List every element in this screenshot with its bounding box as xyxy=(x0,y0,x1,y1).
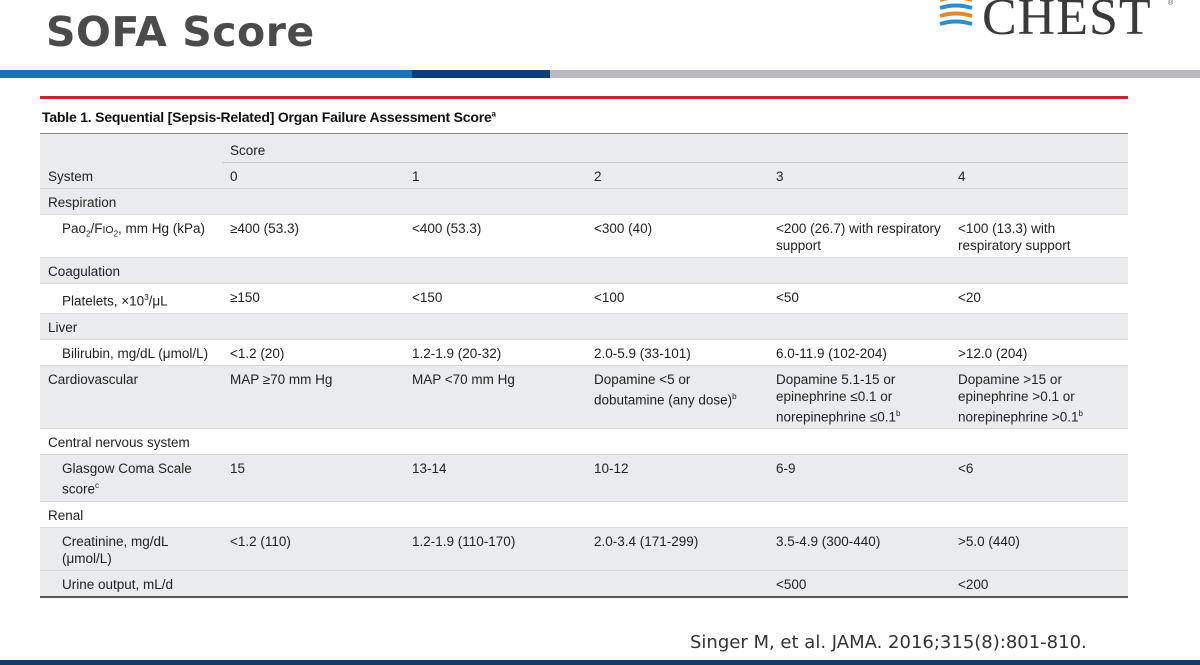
caption-rule xyxy=(40,133,1128,134)
table-top-rule xyxy=(40,96,1128,99)
param-gcs: Glasgow Coma Scale scorec xyxy=(40,455,222,502)
param-creatinine: Creatinine, mg/dL (μmol/L) xyxy=(40,527,222,571)
table-caption-text: Table 1. Sequential [Sepsis-Related] Org… xyxy=(42,109,492,125)
header-band-dark xyxy=(412,70,550,78)
coagulation-score-4: <20 xyxy=(950,284,1128,314)
chest-logo-text: CHEST xyxy=(982,0,1152,46)
header-score-1: 1 xyxy=(404,163,586,189)
citation: Singer M, et al. JAMA. 2016;315(8):801-8… xyxy=(690,632,1087,653)
liver-score-3: 6.0-11.9 (102-204) xyxy=(768,340,950,366)
cns-score-0: 15 xyxy=(222,455,404,502)
coagulation-score-2: <100 xyxy=(586,284,768,314)
header-score-0: 0 xyxy=(222,163,404,189)
cardiovascular-score-1: MAP <70 mm Hg xyxy=(404,365,586,429)
header-band-blue xyxy=(0,70,412,78)
cns-score-3: 6-9 xyxy=(768,455,950,502)
creatinine-score-4: >5.0 (440) xyxy=(950,527,1128,571)
cardiovascular-score-4: Dopamine >15 or epinephrine >0.1 or nore… xyxy=(950,365,1128,429)
cardiovascular-score-2: Dopamine <5 or dobutamine (any dose)b xyxy=(586,365,768,429)
respiration-score-2: <300 (40) xyxy=(586,215,768,258)
creatinine-score-3: 3.5-4.9 (300-440) xyxy=(768,527,950,571)
coagulation-score-3: <50 xyxy=(768,284,950,314)
table-grid: Score System 0 1 2 3 4 Respiration Pao2/… xyxy=(40,134,1128,598)
liver-score-0: <1.2 (20) xyxy=(222,340,404,366)
table-caption-footnote: a xyxy=(491,109,496,119)
footer-bar xyxy=(0,660,1200,665)
header-score-4: 4 xyxy=(950,163,1128,189)
urine-score-1 xyxy=(404,570,586,598)
cardiovascular-score-3: Dopamine 5.1-15 or epinephrine ≤0.1 or n… xyxy=(768,365,950,429)
section-cardiovascular: Cardiovascular xyxy=(40,365,222,429)
creatinine-score-0: <1.2 (110) xyxy=(222,527,404,571)
param-pao2-fio2: Pao2/FIO2, mm Hg (kPa) xyxy=(40,215,222,258)
cns-score-4: <6 xyxy=(950,455,1128,502)
param-platelets: Platelets, ×103/μL xyxy=(40,284,222,314)
section-respiration: Respiration xyxy=(40,189,1128,215)
coagulation-score-1: <150 xyxy=(404,284,586,314)
section-coagulation: Coagulation xyxy=(40,258,1128,284)
coagulation-score-0: ≥150 xyxy=(222,284,404,314)
section-liver: Liver xyxy=(40,313,1128,340)
creatinine-score-1: 1.2-1.9 (110-170) xyxy=(404,527,586,571)
liver-score-1: 1.2-1.9 (20-32) xyxy=(404,340,586,366)
creatinine-score-2: 2.0-3.4 (171-299) xyxy=(586,527,768,571)
header-score-label: Score xyxy=(222,134,1128,163)
param-urine-output: Urine output, mL/d xyxy=(40,570,222,598)
table-caption: Table 1. Sequential [Sepsis-Related] Org… xyxy=(40,99,1128,133)
cardiovascular-score-0: MAP ≥70 mm Hg xyxy=(222,365,404,429)
section-renal: Renal xyxy=(40,502,1128,528)
header-blank-cell xyxy=(40,134,222,163)
param-bilirubin: Bilirubin, mg/dL (μmol/L) xyxy=(40,340,222,366)
header-score-2: 2 xyxy=(586,163,768,189)
sofa-table: Table 1. Sequential [Sepsis-Related] Org… xyxy=(40,96,1128,598)
urine-score-4: <200 xyxy=(950,570,1128,598)
header-system: System xyxy=(40,163,222,189)
chest-logo: CHEST ® xyxy=(932,0,1174,46)
slide-title: SOFA Score xyxy=(46,8,315,56)
section-cns: Central nervous system xyxy=(40,429,1128,455)
liver-score-4: >12.0 (204) xyxy=(950,340,1128,366)
header-band-grey xyxy=(550,70,1200,78)
respiration-score-4: <100 (13.3) with respiratory support xyxy=(950,215,1128,258)
respiration-score-3: <200 (26.7) with respiratory support xyxy=(768,215,950,258)
respiration-score-1: <400 (53.3) xyxy=(404,215,586,258)
chest-logo-trademark: ® xyxy=(1168,0,1174,7)
urine-score-2 xyxy=(586,570,768,598)
cns-score-1: 13-14 xyxy=(404,455,586,502)
urine-score-3: <500 xyxy=(768,570,950,598)
liver-score-2: 2.0-5.9 (33-101) xyxy=(586,340,768,366)
cns-score-2: 10-12 xyxy=(586,455,768,502)
chest-logo-icon xyxy=(939,0,973,26)
header-score-3: 3 xyxy=(768,163,950,189)
respiration-score-0: ≥400 (53.3) xyxy=(222,215,404,258)
urine-score-0 xyxy=(222,570,404,598)
